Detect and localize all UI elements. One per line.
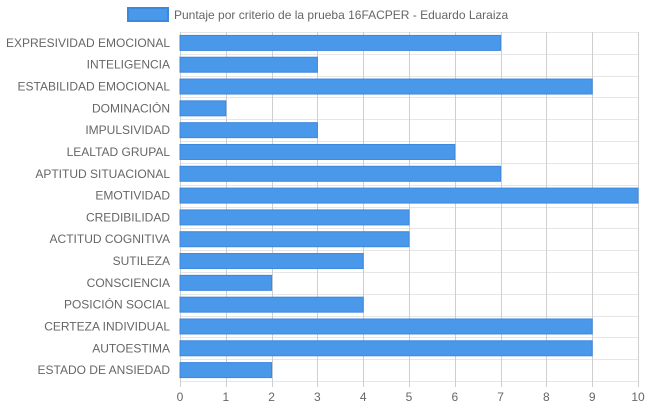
- category-label: CONSCIENCIA: [87, 276, 170, 290]
- x-tick-label: 2: [268, 390, 275, 404]
- category-label: INTELIGENCIA: [87, 58, 170, 72]
- x-axis-tick-labels: 0 1 2 3 4 5 6 7 8 9 10: [177, 390, 645, 404]
- x-tick-label: 3: [314, 390, 321, 404]
- legend-label[interactable]: Puntaje por criterio de la prueba 16FACP…: [174, 8, 509, 22]
- category-label: LEALTAD GRUPAL: [67, 145, 171, 159]
- bar[interactable]: [179, 34, 502, 51]
- x-tick-label: 5: [406, 390, 413, 404]
- bar[interactable]: [179, 274, 273, 291]
- category-label: ESTABILIDAD EMOCIONAL: [18, 80, 171, 94]
- x-tick-label: 8: [543, 390, 550, 404]
- x-tick-label: 1: [222, 390, 229, 404]
- category-label: ACTITUD COGNITIVA: [50, 232, 170, 246]
- category-label: SUTILEZA: [113, 254, 170, 268]
- category-label: EXPRESIVIDAD EMOCIONAL: [6, 36, 170, 50]
- x-tick-label: 9: [589, 390, 596, 404]
- x-tick-label: 4: [360, 390, 367, 404]
- legend-swatch[interactable]: [127, 7, 169, 22]
- category-labels: EXPRESIVIDAD EMOCIONAL INTELIGENCIA ESTABI…: [6, 36, 170, 377]
- category-label: POSICIÓN SOCIAL: [64, 297, 170, 312]
- bar[interactable]: [179, 100, 227, 117]
- bar[interactable]: [179, 78, 593, 95]
- bar[interactable]: [179, 143, 456, 160]
- bar[interactable]: [179, 56, 318, 73]
- bar[interactable]: [179, 296, 364, 313]
- bar[interactable]: [179, 122, 318, 139]
- x-tick-label: 7: [497, 390, 504, 404]
- bar[interactable]: [179, 340, 593, 357]
- category-label: EMOTIVIDAD: [95, 189, 170, 203]
- x-tick-label: 0: [177, 390, 184, 404]
- bar[interactable]: [179, 362, 273, 379]
- bar[interactable]: [179, 165, 502, 182]
- category-label: IMPULSIVIDAD: [85, 123, 170, 137]
- chart-legend[interactable]: Puntaje por criterio de la prueba 16FACP…: [127, 7, 509, 22]
- category-label: CERTEZA INDIVIDUAL: [44, 319, 170, 333]
- x-tick-label: 6: [451, 390, 458, 404]
- bar[interactable]: [179, 253, 364, 270]
- category-label: DOMINACIÓN: [92, 100, 170, 115]
- bars: [179, 34, 639, 379]
- category-label: AUTOESTIMA: [92, 341, 170, 355]
- bar[interactable]: [179, 187, 639, 204]
- bar[interactable]: [179, 231, 410, 248]
- x-tick-label: 10: [631, 390, 645, 404]
- bar[interactable]: [179, 318, 593, 335]
- category-label: CREDIBILIDAD: [86, 210, 170, 224]
- category-label: APTITUD SITUACIONAL: [35, 167, 170, 181]
- bar[interactable]: [179, 209, 410, 226]
- category-label: ESTADO DE ANSIEDAD: [38, 363, 171, 377]
